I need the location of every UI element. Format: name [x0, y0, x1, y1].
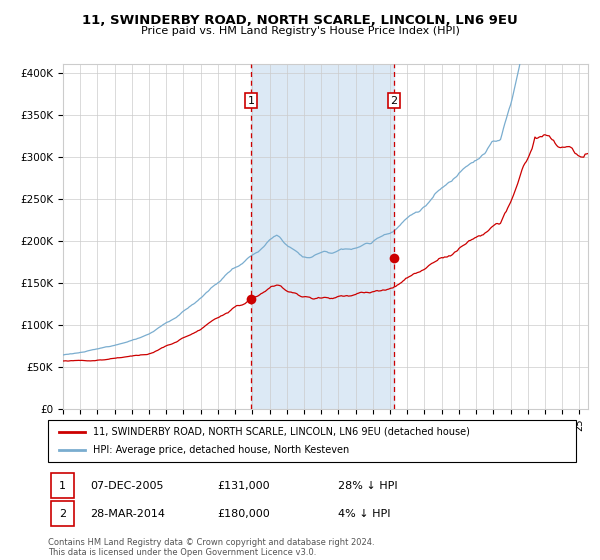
Text: 28% ↓ HPI: 28% ↓ HPI: [338, 481, 398, 491]
Text: 4% ↓ HPI: 4% ↓ HPI: [338, 509, 391, 519]
Text: 11, SWINDERBY ROAD, NORTH SCARLE, LINCOLN, LN6 9EU: 11, SWINDERBY ROAD, NORTH SCARLE, LINCOL…: [82, 14, 518, 27]
Text: 1: 1: [59, 481, 66, 491]
Text: HPI: Average price, detached house, North Kesteven: HPI: Average price, detached house, Nort…: [93, 445, 349, 455]
Text: £180,000: £180,000: [217, 509, 270, 519]
Text: Price paid vs. HM Land Registry's House Price Index (HPI): Price paid vs. HM Land Registry's House …: [140, 26, 460, 36]
Bar: [251, 64, 394, 409]
Text: 11, SWINDERBY ROAD, NORTH SCARLE, LINCOLN, LN6 9EU (detached house): 11, SWINDERBY ROAD, NORTH SCARLE, LINCOL…: [93, 427, 470, 437]
Text: £131,000: £131,000: [217, 481, 269, 491]
Text: Contains HM Land Registry data © Crown copyright and database right 2024.
This d: Contains HM Land Registry data © Crown c…: [48, 538, 374, 557]
Text: 2: 2: [59, 509, 66, 519]
Text: 28-MAR-2014: 28-MAR-2014: [90, 509, 165, 519]
Text: 1: 1: [247, 96, 254, 106]
FancyBboxPatch shape: [50, 473, 74, 498]
FancyBboxPatch shape: [50, 502, 74, 526]
FancyBboxPatch shape: [48, 420, 576, 462]
Text: 2: 2: [391, 96, 398, 106]
Text: 07-DEC-2005: 07-DEC-2005: [90, 481, 164, 491]
